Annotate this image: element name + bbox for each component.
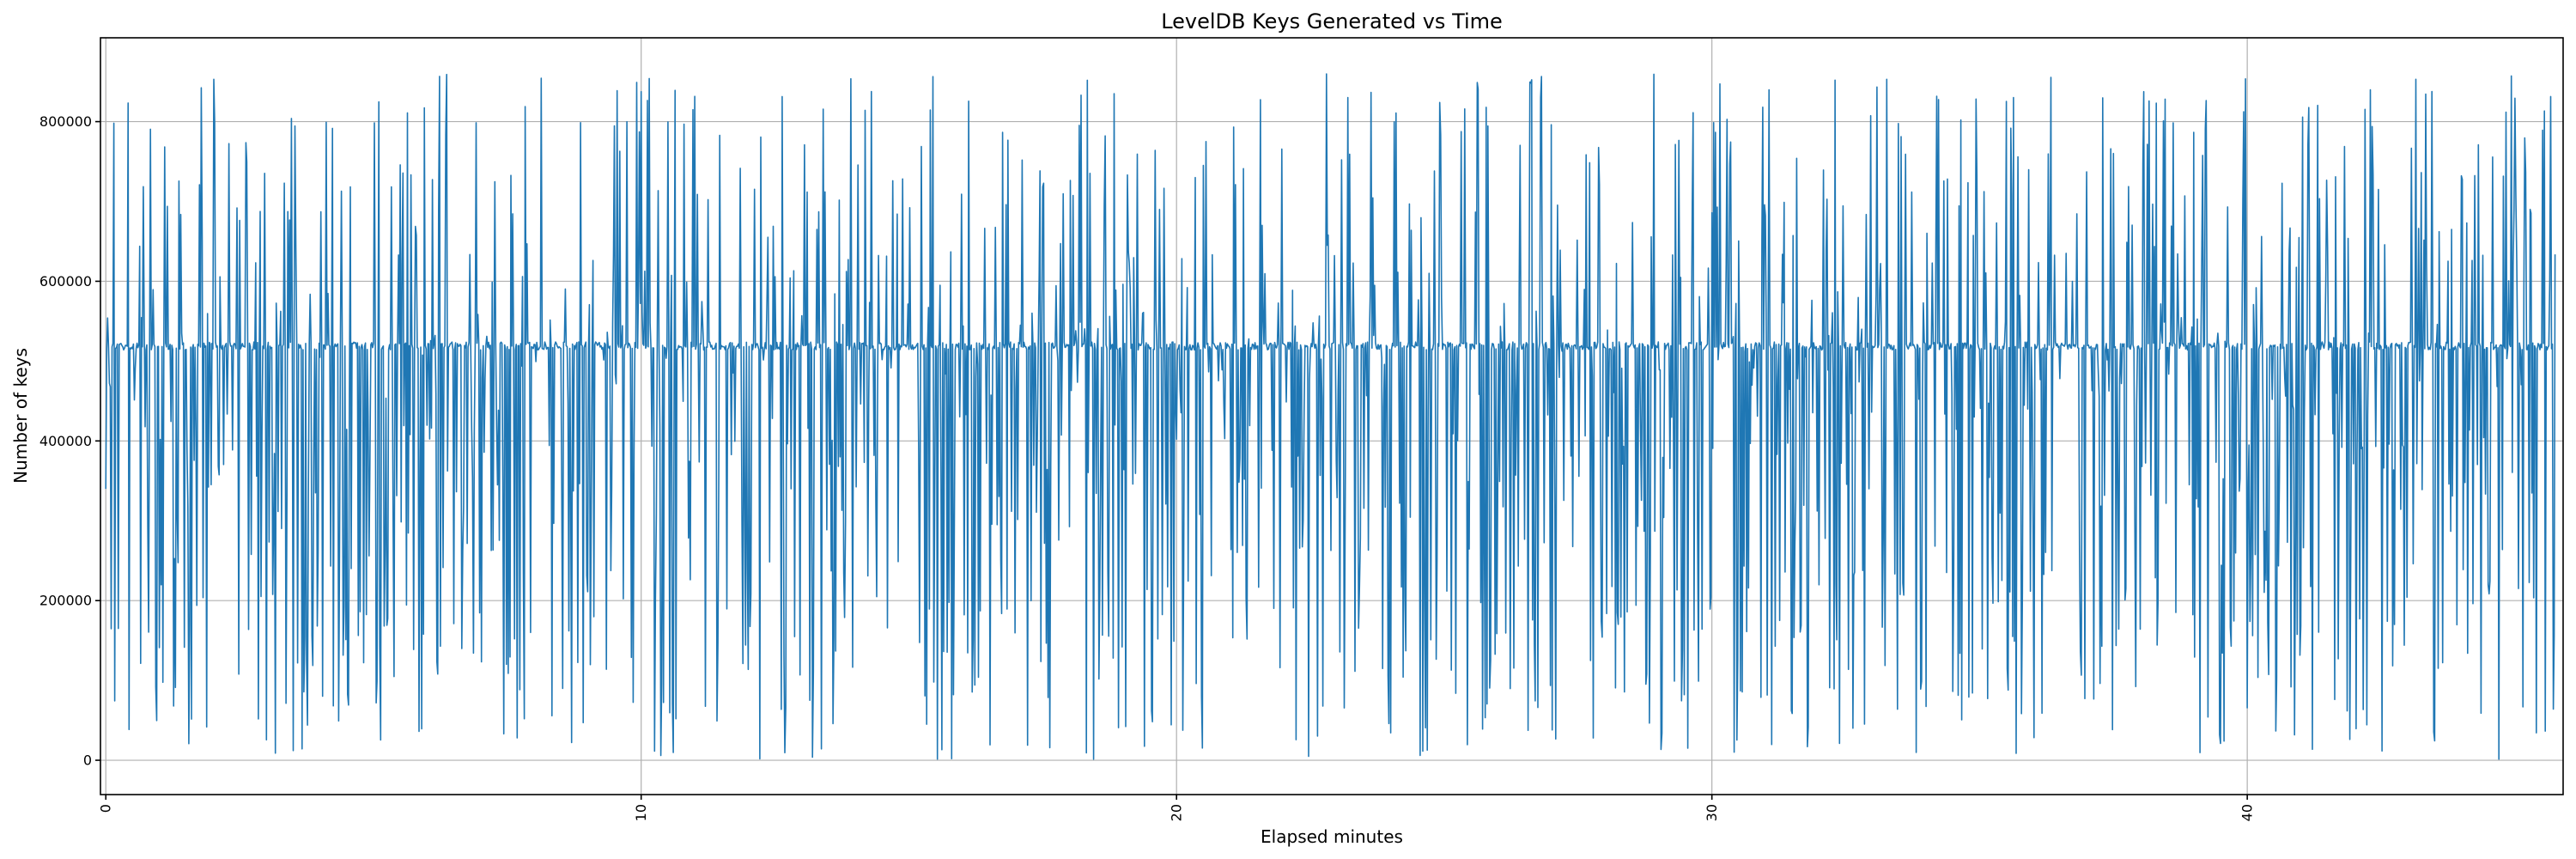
y-tick-label-600000: 600000 [39, 273, 92, 289]
y-tick-label-400000: 400000 [39, 433, 92, 449]
series-line-keys-generated [105, 73, 2556, 760]
axes-spines [100, 37, 2564, 795]
chart-title: LevelDB Keys Generated vs Time [1161, 9, 1503, 34]
y-tick-label-200000: 200000 [39, 593, 92, 609]
x-tick-label-30: 30 [1704, 804, 1720, 821]
x-tick-label-0: 0 [98, 804, 114, 813]
y-tick-label-0: 0 [83, 752, 92, 769]
x-axis-label: Elapsed minutes [1261, 826, 1403, 847]
y-tick-label-800000: 800000 [39, 113, 92, 130]
y-axis-label: Number of keys [10, 348, 31, 484]
x-tick-label-40: 40 [2239, 804, 2256, 821]
axes: 0 10 20 30 40 0 200000 400000 600000 800000 [39, 37, 2564, 821]
x-tick-label-20: 20 [1169, 804, 1185, 821]
x-tick-label-10: 10 [633, 804, 649, 821]
